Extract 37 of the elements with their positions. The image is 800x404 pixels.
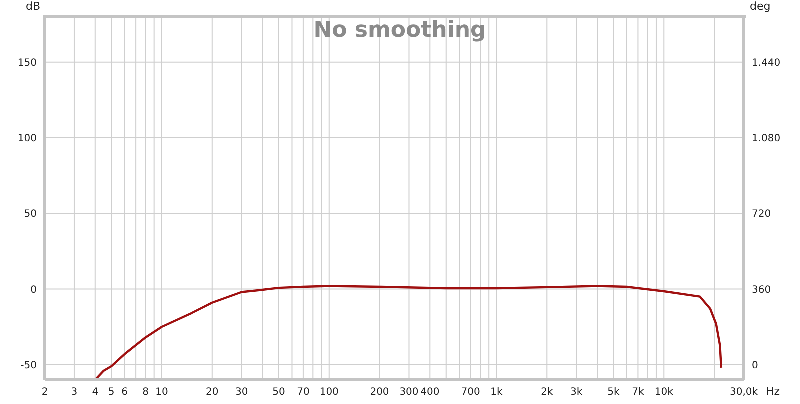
x-tick-label: 1k bbox=[490, 387, 504, 398]
x-tick-label: 7k bbox=[632, 387, 644, 398]
x-tick-label: 2k bbox=[541, 387, 554, 398]
y-tick-label: 50 bbox=[24, 209, 37, 220]
y-tick-label: -50 bbox=[20, 360, 37, 372]
y-tick-label: 0 bbox=[30, 284, 37, 296]
x-tick-label: 2 bbox=[42, 387, 48, 398]
x-tick-label: 3 bbox=[71, 387, 78, 398]
x-tick-label: 30 bbox=[235, 387, 248, 398]
chart-title: No smoothing bbox=[312, 18, 488, 43]
x-tick-label: 700 bbox=[461, 387, 480, 398]
y2-tick-label: 1.080 bbox=[752, 134, 781, 145]
x-tick-label: 6 bbox=[122, 387, 128, 398]
x-tick-label: 30,0k bbox=[730, 387, 758, 398]
x-tick-label: 4 bbox=[92, 387, 99, 398]
x-tick-label: 5 bbox=[108, 387, 115, 398]
y2-tick-label: 720 bbox=[752, 209, 772, 220]
y2-tick-label: 1.440 bbox=[752, 58, 781, 69]
x-tick-label: 5k bbox=[608, 387, 620, 398]
y2-tick-label: 0 bbox=[752, 360, 758, 372]
x-tick-label: 20 bbox=[206, 387, 219, 398]
x-tick-label: 300 bbox=[400, 387, 419, 398]
y2-axis-title: deg bbox=[750, 0, 771, 13]
x-tick-label: 70 bbox=[297, 387, 310, 398]
x-tick-label: 3k bbox=[570, 387, 583, 398]
x-tick-label: 10k bbox=[654, 387, 674, 398]
x-tick-label: 50 bbox=[272, 387, 286, 398]
y-tick-label: 150 bbox=[18, 58, 37, 69]
y-tick-label: 100 bbox=[18, 134, 37, 145]
x-tick-label: 8 bbox=[142, 387, 149, 398]
x-tick-label: 10 bbox=[156, 387, 168, 398]
x-tick-label: 100 bbox=[320, 387, 339, 398]
y2-tick-label: 360 bbox=[752, 284, 772, 296]
y-axis-title: dB bbox=[26, 0, 41, 13]
x-tick-label: 400 bbox=[420, 387, 440, 398]
x-tick-label: 200 bbox=[370, 387, 390, 398]
x-axis-title: Hz bbox=[766, 385, 780, 398]
